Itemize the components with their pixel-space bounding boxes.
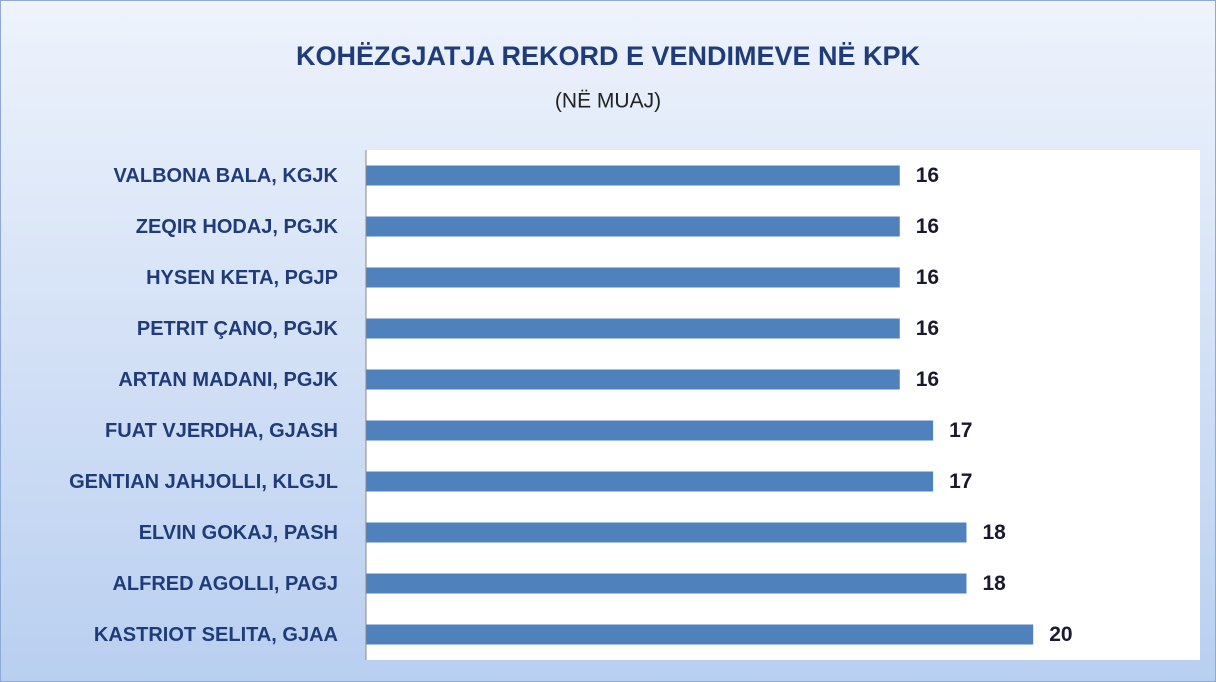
y-tick-label: PETRIT ÇANO, PGJK (137, 318, 339, 340)
data-label: 16 (916, 266, 939, 289)
bar (366, 573, 967, 594)
bar (366, 471, 934, 492)
y-tick-label: ELVIN GOKAJ, PASH (139, 522, 338, 544)
y-tick-label: ARTAN MADANI, PGJK (118, 369, 338, 391)
data-label: 18 (982, 572, 1006, 595)
y-tick-label: ALFRED AGOLLI, PAGJ (112, 573, 338, 595)
data-label: 16 (916, 317, 939, 340)
bar (366, 369, 900, 390)
bar (366, 267, 900, 288)
data-label: 18 (982, 521, 1006, 544)
y-tick-label: ZEQIR HODAJ, PGJK (136, 216, 339, 238)
y-tick-label: VALBONA BALA, KGJK (114, 165, 339, 187)
y-tick-label: GENTIAN JAHJOLLI, KLGJL (69, 471, 338, 493)
chart-title: KOHËZGJATJA REKORD E VENDIMEVE NË KPK (296, 41, 921, 71)
data-label: 16 (916, 215, 939, 238)
y-tick-label: KASTRIOT SELITA, GJAA (94, 624, 338, 646)
chart-subtitle: (NË MUAJ) (555, 90, 661, 113)
bar (366, 522, 967, 543)
data-label: 17 (949, 470, 972, 493)
y-tick-label: HYSEN KETA, PGJP (146, 267, 338, 289)
bar (366, 624, 1034, 645)
data-label: 16 (916, 164, 939, 187)
data-label: 20 (1049, 623, 1072, 646)
bar (366, 318, 900, 339)
bar (366, 216, 900, 237)
y-tick-label: FUAT VJERDHA, GJASH (105, 420, 338, 442)
data-label: 17 (949, 419, 972, 442)
bar (366, 165, 900, 186)
data-label: 16 (916, 368, 939, 391)
bar (366, 420, 934, 441)
